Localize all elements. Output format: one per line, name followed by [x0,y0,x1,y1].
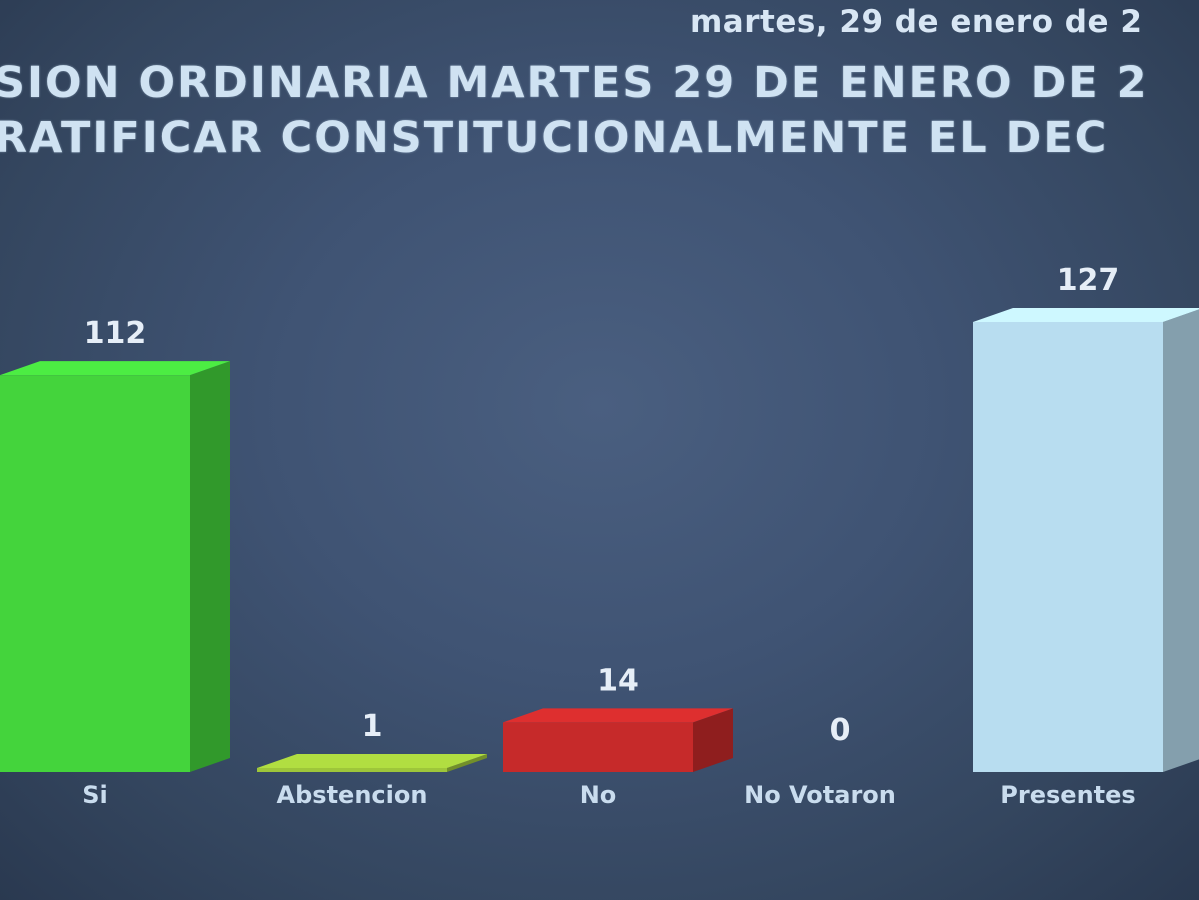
motion-title: RATIFICAR CONSTITUCIONALMENTE EL DEC [0,113,1109,163]
category-label-presentes: Presentes [1000,781,1135,809]
category-label-no-votaron: No Votaron [744,781,896,809]
bar-side-presentes [1163,309,1199,772]
session-date: martes, 29 de enero de 2 [690,4,1143,40]
bar-abstencion [257,768,447,772]
bar-top-abstencion [257,754,487,768]
value-label-no: 14 [597,663,639,698]
category-label-si: Si [82,781,108,809]
bar-top-presentes [973,308,1199,322]
value-label-no-votaron: 0 [830,713,851,748]
category-label-no: No [580,781,617,809]
bar-top-si [0,361,230,376]
category-label-abstencion: Abstencion [277,781,428,809]
value-label-si: 112 [84,316,147,351]
bar-side-si [190,361,230,772]
value-label-abstencion: 1 [362,709,383,744]
session-title: SION ORDINARIA MARTES 29 DE ENERO DE 2 [0,58,1149,108]
value-label-presentes: 127 [1057,263,1120,298]
bar-side-abstencion [447,754,487,772]
bar-top-no [503,708,733,723]
bar-si [0,375,190,772]
bar-presentes [973,322,1163,772]
bar-no [503,722,693,772]
bar-side-no [693,708,733,772]
